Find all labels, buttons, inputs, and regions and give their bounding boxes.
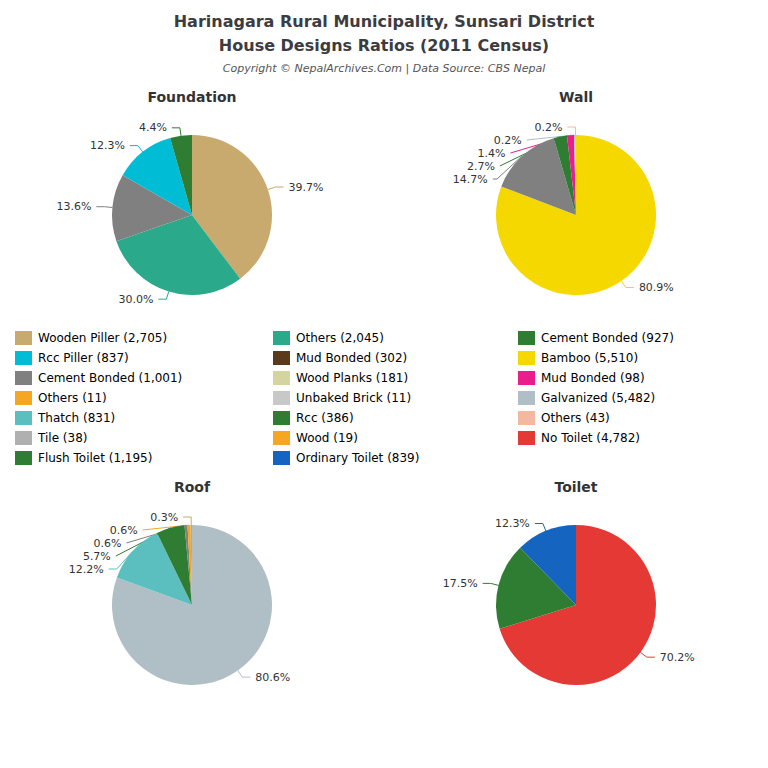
svg-text:Wood Planks (181): Wood Planks (181) <box>296 371 408 385</box>
svg-text:No Toilet (4,782): No Toilet (4,782) <box>541 431 640 445</box>
svg-text:1.4%: 1.4% <box>477 147 505 160</box>
svg-text:Tile (38): Tile (38) <box>37 431 87 445</box>
svg-text:Galvanized (5,482): Galvanized (5,482) <box>541 391 655 405</box>
svg-text:Copyright © NepalArchives.Com: Copyright © NepalArchives.Com | Data Sou… <box>223 62 545 75</box>
svg-text:Mud Bonded (302): Mud Bonded (302) <box>296 351 407 365</box>
svg-text:2.7%: 2.7% <box>467 160 495 173</box>
svg-text:12.2%: 12.2% <box>69 563 104 576</box>
svg-text:Unbaked Brick (11): Unbaked Brick (11) <box>296 391 411 405</box>
svg-text:70.2%: 70.2% <box>660 651 695 664</box>
svg-text:Rcc (386): Rcc (386) <box>296 411 354 425</box>
svg-text:14.7%: 14.7% <box>453 173 488 186</box>
svg-text:30.0%: 30.0% <box>118 293 153 306</box>
svg-text:80.6%: 80.6% <box>255 671 290 684</box>
svg-text:0.2%: 0.2% <box>534 121 562 134</box>
svg-text:0.6%: 0.6% <box>93 537 121 550</box>
svg-text:Ordinary Toilet (839): Ordinary Toilet (839) <box>296 451 419 465</box>
svg-text:Cement Bonded (1,001): Cement Bonded (1,001) <box>38 371 182 385</box>
svg-text:17.5%: 17.5% <box>443 577 478 590</box>
svg-text:Mud Bonded (98): Mud Bonded (98) <box>541 371 645 385</box>
svg-text:4.4%: 4.4% <box>139 121 167 134</box>
svg-text:13.6%: 13.6% <box>56 200 91 213</box>
svg-text:0.2%: 0.2% <box>494 134 522 147</box>
svg-text:Cement Bonded (927): Cement Bonded (927) <box>541 331 674 345</box>
svg-text:Flush Toilet (1,195): Flush Toilet (1,195) <box>38 451 152 465</box>
svg-text:Roof: Roof <box>174 479 211 495</box>
svg-text:5.7%: 5.7% <box>83 550 111 563</box>
svg-text:12.3%: 12.3% <box>495 517 530 530</box>
svg-text:Harinagara Rural Municipality,: Harinagara Rural Municipality, Sunsari D… <box>174 12 595 31</box>
svg-text:0.3%: 0.3% <box>150 511 178 524</box>
svg-text:Foundation: Foundation <box>147 89 236 105</box>
svg-text:House Designs Ratios (2011 Cen: House Designs Ratios (2011 Census) <box>219 36 549 55</box>
svg-text:80.9%: 80.9% <box>639 281 674 294</box>
svg-text:Others (11): Others (11) <box>38 391 107 405</box>
svg-text:Wooden Piller (2,705): Wooden Piller (2,705) <box>38 331 167 345</box>
svg-text:Bamboo (5,510): Bamboo (5,510) <box>541 351 638 365</box>
svg-text:Rcc Piller (837): Rcc Piller (837) <box>38 351 129 365</box>
svg-text:Wall: Wall <box>559 89 593 105</box>
svg-text:Others (2,045): Others (2,045) <box>296 331 384 345</box>
svg-text:0.6%: 0.6% <box>110 524 138 537</box>
svg-text:Wood (19): Wood (19) <box>296 431 358 445</box>
svg-text:12.3%: 12.3% <box>90 139 125 152</box>
svg-text:Others (43): Others (43) <box>541 411 610 425</box>
svg-text:Thatch (831): Thatch (831) <box>37 411 115 425</box>
svg-text:Toilet: Toilet <box>554 479 597 495</box>
svg-text:39.7%: 39.7% <box>288 181 323 194</box>
